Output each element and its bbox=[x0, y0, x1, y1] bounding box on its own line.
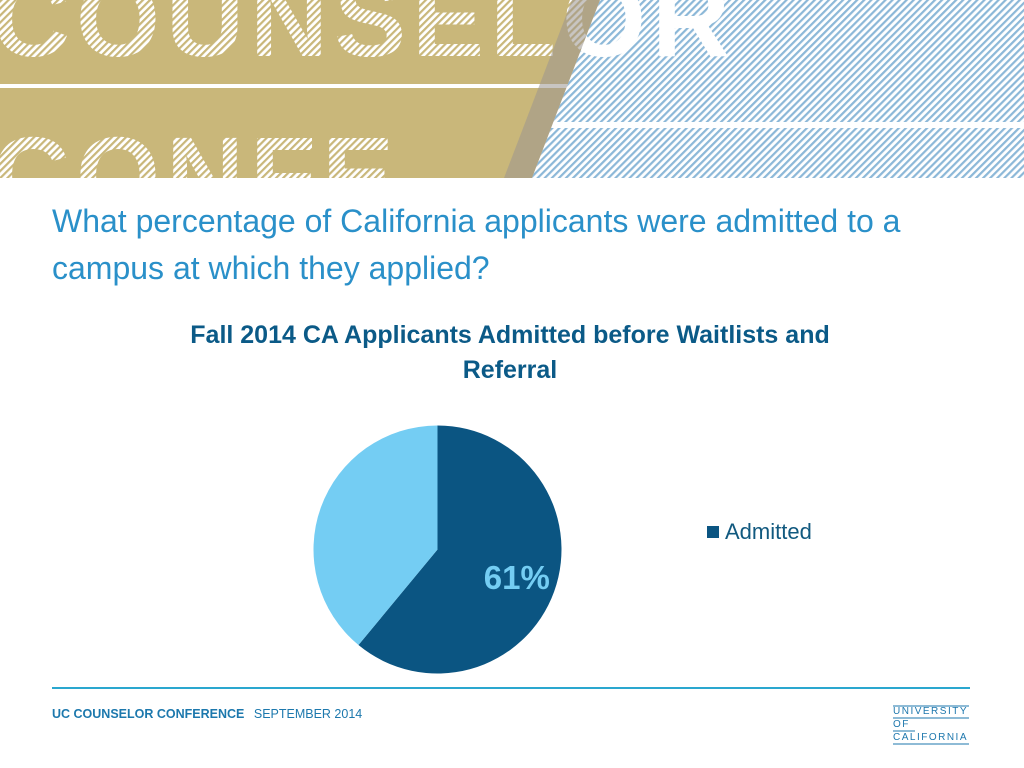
banner-word-top: COUNSELOR bbox=[0, 0, 736, 79]
logo-line-california: CALIFORNIA bbox=[893, 732, 969, 743]
pie-chart: 61% bbox=[313, 425, 562, 674]
pie-slice-slice-2 bbox=[313, 425, 438, 646]
logo-line-university: UNIVERSITY bbox=[893, 706, 969, 717]
university-of-california-logo: UNIVERSITY OF CALIFORNIA bbox=[893, 705, 969, 745]
pie-slice-admitted bbox=[358, 425, 562, 674]
legend-swatch-admitted bbox=[707, 526, 719, 538]
footer-date: SEPTEMBER 2014 bbox=[253, 707, 363, 721]
chart-title: Fall 2014 CA Applicants Admitted before … bbox=[190, 321, 830, 384]
slide-question: What percentage of California applicants… bbox=[52, 203, 901, 286]
footer-divider bbox=[52, 687, 970, 689]
footer-caption: UC COUNSELOR CONFERENCE SEPTEMBER 2014 bbox=[52, 707, 362, 721]
banner-word-bottom: CONFE bbox=[0, 114, 400, 178]
pie-data-label-admitted: 61% bbox=[484, 559, 550, 596]
footer-conference-name: UC COUNSELOR CONFERENCE bbox=[52, 707, 245, 721]
counselor-conference-banner: COUNSELOR CONFE COUNSELOR bbox=[0, 0, 1024, 178]
legend-label-admitted: Admitted bbox=[725, 519, 812, 544]
logo-line-of: OF bbox=[893, 719, 910, 730]
chart-legend: Admitted bbox=[707, 519, 812, 545]
